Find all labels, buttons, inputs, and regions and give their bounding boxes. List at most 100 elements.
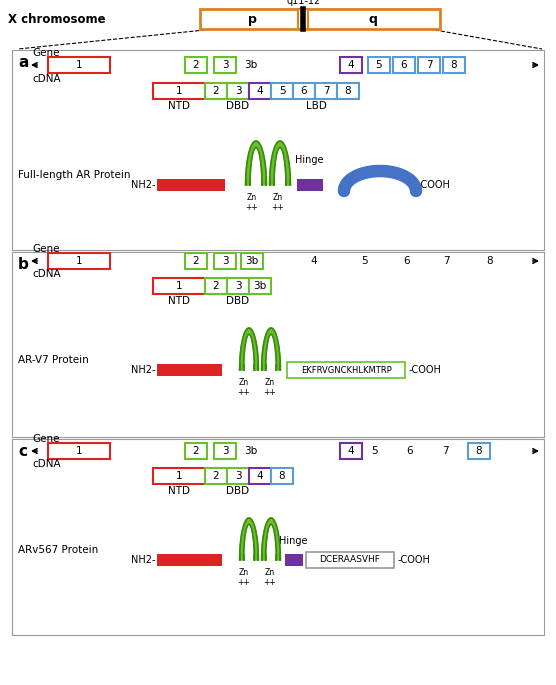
Text: EKFRVGNCKHLKMTRP: EKFRVGNCKHLKMTRP	[301, 366, 391, 375]
FancyBboxPatch shape	[340, 57, 362, 73]
Polygon shape	[262, 328, 280, 370]
Text: 4: 4	[257, 471, 264, 481]
Text: 2: 2	[193, 60, 199, 70]
Text: 4: 4	[348, 60, 354, 70]
Text: cDNA: cDNA	[32, 269, 61, 279]
Text: 5: 5	[362, 256, 368, 266]
Text: p: p	[249, 12, 257, 25]
FancyBboxPatch shape	[48, 443, 110, 459]
Text: Full-length AR Protein: Full-length AR Protein	[18, 170, 131, 180]
Text: 3: 3	[235, 471, 241, 481]
Text: 7: 7	[441, 446, 448, 456]
FancyBboxPatch shape	[12, 252, 544, 437]
Text: 3: 3	[222, 446, 229, 456]
Text: cDNA: cDNA	[32, 459, 61, 469]
FancyBboxPatch shape	[443, 57, 465, 73]
FancyBboxPatch shape	[157, 364, 222, 376]
Text: 2: 2	[213, 471, 219, 481]
Text: 7: 7	[426, 60, 433, 70]
FancyBboxPatch shape	[368, 57, 390, 73]
FancyBboxPatch shape	[271, 83, 293, 99]
FancyBboxPatch shape	[185, 443, 207, 459]
Text: 6: 6	[401, 60, 408, 70]
Text: 8: 8	[486, 256, 493, 266]
FancyBboxPatch shape	[153, 278, 205, 294]
Text: 4: 4	[311, 256, 317, 266]
Text: 7: 7	[322, 86, 329, 96]
Text: ARv567 Protein: ARv567 Protein	[18, 545, 98, 555]
FancyBboxPatch shape	[200, 9, 440, 29]
FancyBboxPatch shape	[214, 443, 236, 459]
FancyBboxPatch shape	[205, 83, 227, 99]
Text: a: a	[18, 55, 28, 70]
Text: 2: 2	[193, 256, 199, 266]
Text: 3b: 3b	[245, 256, 259, 266]
Polygon shape	[270, 141, 290, 185]
Text: 3: 3	[222, 60, 229, 70]
Text: 2: 2	[213, 86, 219, 96]
Text: Zn
++: Zn ++	[272, 193, 284, 212]
FancyBboxPatch shape	[227, 83, 249, 99]
Text: q: q	[369, 12, 377, 25]
Text: -COOH: -COOH	[418, 180, 451, 190]
FancyBboxPatch shape	[12, 50, 544, 250]
Text: 5: 5	[279, 86, 285, 96]
FancyBboxPatch shape	[48, 253, 110, 269]
Text: Gene: Gene	[32, 434, 59, 444]
Text: 3b: 3b	[244, 446, 257, 456]
Text: 1: 1	[76, 256, 82, 266]
FancyBboxPatch shape	[393, 57, 415, 73]
Polygon shape	[240, 518, 259, 560]
Text: 1: 1	[176, 471, 182, 481]
Text: AR-V7 Protein: AR-V7 Protein	[18, 355, 89, 365]
Text: Zn
++: Zn ++	[246, 193, 259, 212]
Polygon shape	[240, 328, 259, 370]
Text: 7: 7	[443, 256, 449, 266]
Text: 8: 8	[476, 446, 482, 456]
Text: Zn
++: Zn ++	[264, 568, 276, 588]
Text: 5: 5	[376, 60, 383, 70]
FancyBboxPatch shape	[249, 468, 271, 484]
Text: NH2-: NH2-	[131, 365, 155, 375]
Text: 1: 1	[176, 86, 182, 96]
FancyBboxPatch shape	[205, 468, 227, 484]
FancyBboxPatch shape	[306, 552, 394, 568]
FancyBboxPatch shape	[271, 468, 293, 484]
FancyBboxPatch shape	[48, 57, 110, 73]
Text: 3: 3	[235, 281, 241, 291]
Text: 6: 6	[301, 86, 307, 96]
Text: NTD: NTD	[168, 296, 190, 306]
Text: 4: 4	[257, 86, 264, 96]
FancyBboxPatch shape	[337, 83, 359, 99]
FancyBboxPatch shape	[214, 57, 236, 73]
FancyBboxPatch shape	[249, 278, 271, 294]
Text: Gene: Gene	[32, 244, 59, 254]
Text: 6: 6	[404, 256, 410, 266]
Text: Zn
++: Zn ++	[237, 568, 250, 588]
Text: Gene: Gene	[32, 48, 59, 58]
Text: 8: 8	[279, 471, 285, 481]
Text: 5: 5	[372, 446, 378, 456]
FancyBboxPatch shape	[287, 362, 405, 378]
FancyBboxPatch shape	[153, 83, 205, 99]
FancyBboxPatch shape	[227, 468, 249, 484]
Text: 8: 8	[451, 60, 458, 70]
Text: 3: 3	[222, 256, 229, 266]
Text: q11-12: q11-12	[286, 0, 320, 6]
FancyBboxPatch shape	[315, 83, 337, 99]
Text: DBD: DBD	[226, 486, 250, 496]
Polygon shape	[246, 141, 266, 185]
Text: c: c	[18, 444, 27, 459]
FancyBboxPatch shape	[185, 57, 207, 73]
FancyBboxPatch shape	[418, 57, 440, 73]
FancyBboxPatch shape	[241, 253, 263, 269]
FancyBboxPatch shape	[297, 179, 323, 191]
FancyBboxPatch shape	[153, 468, 205, 484]
FancyBboxPatch shape	[157, 554, 222, 566]
Text: 3b: 3b	[244, 60, 257, 70]
Text: NH2-: NH2-	[131, 555, 155, 565]
Text: 1: 1	[176, 281, 182, 291]
Text: NTD: NTD	[168, 101, 190, 111]
Text: Zn
++: Zn ++	[264, 378, 276, 397]
FancyBboxPatch shape	[214, 253, 236, 269]
